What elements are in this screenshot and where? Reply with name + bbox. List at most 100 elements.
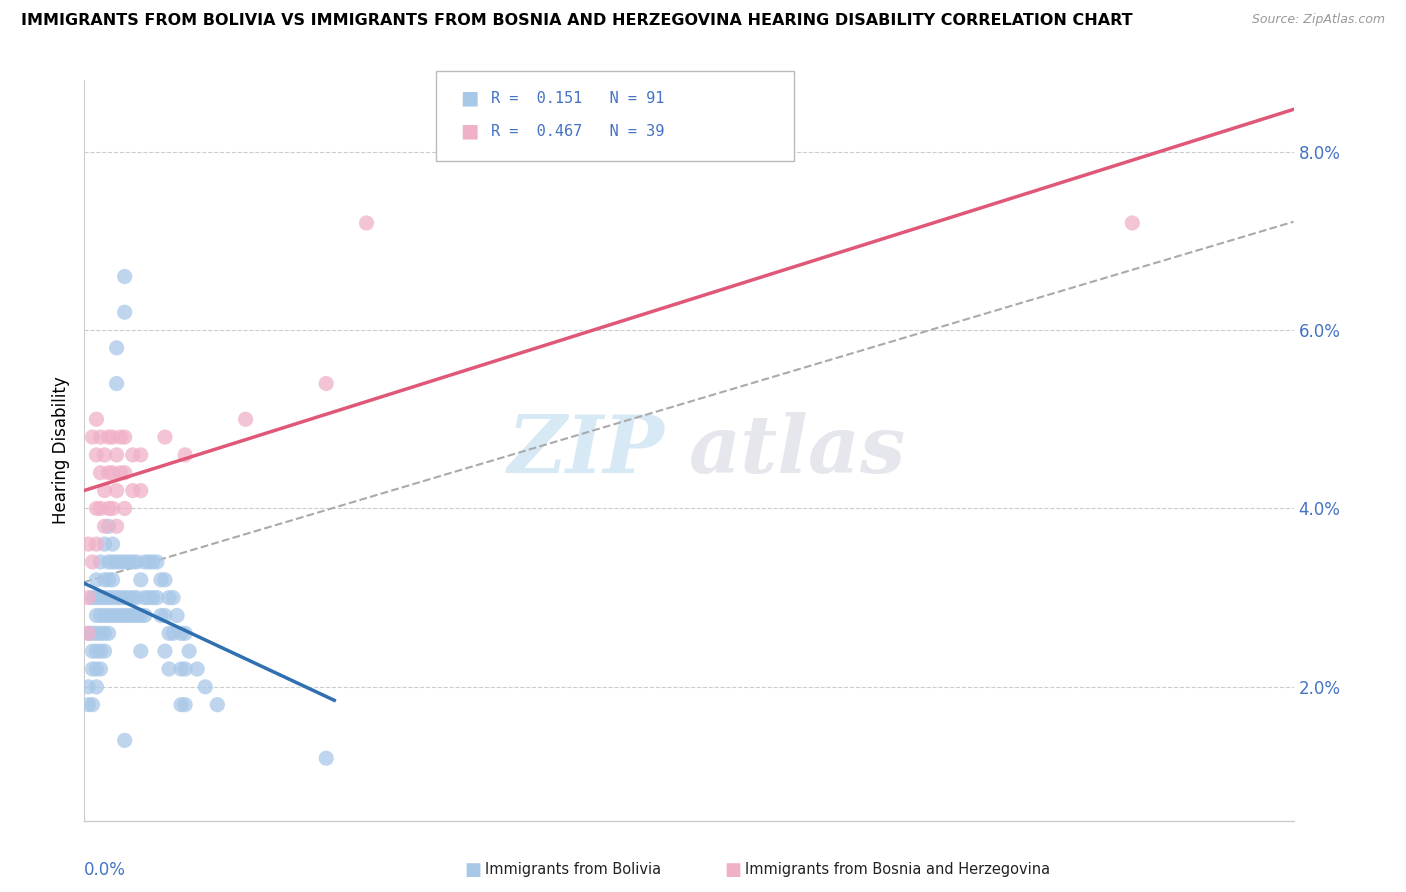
Point	[134, 591, 156, 605]
Point	[105, 341, 128, 355]
Point	[110, 430, 132, 444]
Text: ZIP: ZIP	[508, 412, 665, 489]
Point	[86, 412, 108, 426]
Point	[101, 573, 124, 587]
Text: IMMIGRANTS FROM BOLIVIA VS IMMIGRANTS FROM BOSNIA AND HERZEGOVINA HEARING DISABI: IMMIGRANTS FROM BOLIVIA VS IMMIGRANTS FR…	[21, 13, 1133, 29]
Text: R =  0.467   N = 39: R = 0.467 N = 39	[491, 124, 664, 138]
Point	[194, 680, 217, 694]
Point	[82, 591, 104, 605]
Text: Immigrants from Bolivia: Immigrants from Bolivia	[485, 863, 661, 877]
Point	[138, 555, 160, 569]
Point	[186, 662, 208, 676]
Point	[77, 698, 100, 712]
Point	[114, 269, 136, 284]
Point	[86, 608, 108, 623]
Point	[129, 644, 152, 658]
Point	[162, 591, 184, 605]
Point	[170, 662, 193, 676]
Point	[93, 519, 115, 533]
Point	[86, 537, 108, 551]
Point	[110, 608, 132, 623]
Point	[97, 466, 120, 480]
Point	[89, 591, 111, 605]
Point	[356, 216, 378, 230]
Point	[93, 573, 115, 587]
Point	[110, 555, 132, 569]
Point	[118, 555, 141, 569]
Point	[125, 608, 148, 623]
Point	[110, 466, 132, 480]
Point	[82, 430, 104, 444]
Point	[105, 376, 128, 391]
Point	[86, 448, 108, 462]
Point	[121, 483, 143, 498]
Point	[110, 591, 132, 605]
Point	[142, 555, 165, 569]
Point	[89, 626, 111, 640]
Point	[77, 591, 100, 605]
Text: 0.0%: 0.0%	[84, 862, 127, 880]
Point	[97, 430, 120, 444]
Point	[153, 573, 176, 587]
Text: ■: ■	[464, 861, 481, 879]
Text: ■: ■	[460, 121, 478, 141]
Point	[82, 698, 104, 712]
Point	[235, 412, 257, 426]
Point	[129, 608, 152, 623]
Point	[101, 555, 124, 569]
Point	[101, 430, 124, 444]
Point	[77, 537, 100, 551]
Point	[86, 573, 108, 587]
Point	[170, 698, 193, 712]
Point	[101, 466, 124, 480]
Point	[157, 662, 180, 676]
Point	[166, 608, 188, 623]
Point	[101, 591, 124, 605]
Point	[86, 626, 108, 640]
Point	[114, 733, 136, 747]
Text: ■: ■	[724, 861, 741, 879]
Point	[138, 591, 160, 605]
Point	[105, 591, 128, 605]
Point	[93, 448, 115, 462]
Point	[121, 555, 143, 569]
Point	[118, 591, 141, 605]
Point	[125, 555, 148, 569]
Point	[1121, 216, 1143, 230]
Point	[86, 591, 108, 605]
Point	[82, 662, 104, 676]
Point	[146, 591, 169, 605]
Point	[101, 608, 124, 623]
Text: R =  0.151   N = 91: R = 0.151 N = 91	[491, 91, 664, 105]
Point	[86, 644, 108, 658]
Point	[82, 555, 104, 569]
Point	[86, 662, 108, 676]
Point	[86, 680, 108, 694]
Point	[77, 626, 100, 640]
Point	[105, 448, 128, 462]
Point	[89, 430, 111, 444]
Point	[153, 644, 176, 658]
Point	[142, 591, 165, 605]
Point	[149, 573, 172, 587]
Point	[93, 644, 115, 658]
Point	[89, 555, 111, 569]
Point	[82, 644, 104, 658]
Point	[157, 591, 180, 605]
Point	[114, 466, 136, 480]
Point	[118, 608, 141, 623]
Point	[97, 555, 120, 569]
Point	[105, 555, 128, 569]
Point	[146, 555, 169, 569]
Point	[174, 662, 197, 676]
Point	[93, 608, 115, 623]
Y-axis label: Hearing Disability: Hearing Disability	[52, 376, 70, 524]
Point	[125, 591, 148, 605]
Point	[121, 608, 143, 623]
Point	[114, 305, 136, 319]
Point	[162, 626, 184, 640]
Point	[97, 519, 120, 533]
Point	[77, 626, 100, 640]
Point	[157, 626, 180, 640]
Point	[97, 501, 120, 516]
